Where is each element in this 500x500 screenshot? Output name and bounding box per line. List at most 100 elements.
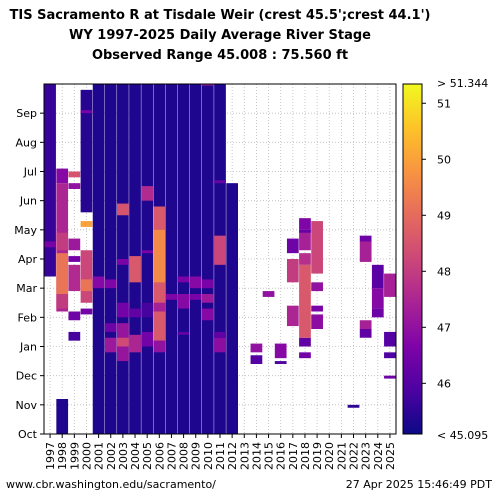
- x-tick-label-2003: 2003: [117, 442, 130, 470]
- heatmap-cell-2003-30: [117, 302, 129, 318]
- heatmap-cell-2016-69: [274, 343, 287, 359]
- heatmap-cell-2000-16: [80, 250, 93, 303]
- heatmap-cell-1999-12: [68, 238, 81, 251]
- x-tick-label-2008: 2008: [178, 442, 191, 470]
- heatmap-cell-2010-58: [201, 294, 214, 303]
- heatmap-cell-1999-10: [68, 264, 81, 292]
- heatmap-cell-2003-31: [117, 259, 129, 265]
- colorbar-min-label: < 45.095: [437, 429, 488, 442]
- colorbar-gradient: [403, 84, 422, 434]
- x-tick-label-2012: 2012: [226, 442, 239, 470]
- x-tick-label-1999: 1999: [68, 442, 81, 470]
- heatmap-cell-2009-54: [189, 294, 202, 300]
- colorbar-tick-label-46: 46: [437, 377, 451, 390]
- y-tick-label-sep: Sep: [16, 107, 37, 120]
- x-tick-label-2016: 2016: [275, 442, 288, 470]
- heatmap-cell-2010-59: [201, 279, 214, 289]
- heatmap-cell-1997-0: [44, 84, 56, 277]
- y-tick-label-aug: Aug: [16, 136, 37, 149]
- heatmap-cell-2008-50: [177, 331, 190, 335]
- y-tick-label-jul: Jul: [23, 166, 37, 179]
- heatmap-cell-2006-45: [153, 229, 166, 283]
- heatmap-cell-2002-26: [104, 279, 117, 289]
- x-tick-label-2015: 2015: [263, 442, 276, 470]
- generated-timestamp: 27 Apr 2025 15:46:49 PDT: [345, 478, 492, 491]
- x-tick-label-2025: 2025: [384, 442, 397, 470]
- colorbar-frame: [402, 83, 423, 435]
- heatmap-cell-2018-78: [299, 253, 311, 265]
- y-tick-label-jan: Jan: [19, 341, 37, 354]
- heatmap-cell-2000-19: [80, 89, 93, 213]
- heatmap-cell-2018-75: [299, 352, 311, 359]
- x-tick-label-2018: 2018: [299, 442, 312, 470]
- heatmap-cell-2005-39: [141, 302, 154, 318]
- heatmap-cell-2025-95: [384, 352, 396, 359]
- heatmap-cell-1998-5: [56, 294, 69, 309]
- heatmap-cell-2019-83: [311, 305, 323, 312]
- x-tick-label-2023: 2023: [360, 442, 373, 470]
- heatmap-cell-2014-68: [250, 343, 263, 353]
- heatmap-cell-2006-46: [153, 302, 166, 312]
- heatmap-cell-2008-51: [177, 294, 190, 309]
- heatmap-cell-2025-96: [384, 331, 396, 347]
- x-tick-label-2019: 2019: [311, 442, 324, 470]
- heatmap-cell-2018-80: [299, 218, 311, 230]
- heatmap-cell-2005-41: [141, 186, 154, 201]
- colorbar-tick-label-47: 47: [437, 321, 451, 334]
- heatmap-cell-2006-43: [153, 340, 166, 353]
- source-url[interactable]: www.cbr.washington.edu/sacramento/: [6, 478, 216, 491]
- colorbar-max-label: > 51.344: [437, 77, 488, 90]
- heatmap-cell-2000-20: [80, 110, 93, 114]
- chart-title-line-2: WY 1997-2025 Daily Average River Stage: [69, 28, 371, 43]
- x-tick-label-2017: 2017: [287, 442, 300, 470]
- x-tick-label-2002: 2002: [105, 442, 118, 470]
- heatmap-cell-1998-7: [56, 168, 69, 184]
- heatmap-cell-2018-76: [299, 337, 311, 347]
- heatmap-cell-2009-55: [189, 276, 202, 289]
- heatmap-cell-2004-36: [129, 256, 141, 283]
- heatmap-cell-2019-82: [311, 314, 323, 329]
- heatmap-cell-2017-74: [286, 238, 299, 254]
- heatmap-cell-1999-8: [68, 331, 81, 341]
- x-tick-label-2009: 2009: [190, 442, 203, 470]
- heatmap-cells: [44, 84, 396, 434]
- heatmap-cell-2002-24: [104, 337, 117, 353]
- chart-title-line-3: Observed Range 45.008 : 75.560 ft: [91, 48, 349, 63]
- heatmap-cell-2011-64: [214, 235, 226, 265]
- heatmap-cell-2025-97: [384, 273, 396, 297]
- heatmap-cell-2002-25: [104, 323, 117, 332]
- heatmap-cell-2024-91: [371, 308, 384, 318]
- heatmap-cell-2011-65: [214, 180, 226, 184]
- heatmap-cell-1998-4: [56, 253, 69, 294]
- x-tick-label-2022: 2022: [348, 442, 361, 470]
- x-tick-label-2020: 2020: [323, 442, 336, 470]
- x-tick-label-2005: 2005: [141, 442, 154, 470]
- y-tick-label-oct: Oct: [18, 428, 38, 441]
- heatmap-cell-2010-56: [201, 84, 214, 434]
- y-tick-label-may: May: [14, 224, 37, 237]
- heatmap-cell-2003-32: [117, 203, 129, 216]
- heatmap-cell-2024-92: [371, 288, 384, 309]
- heatmap-cell-2003-29: [117, 337, 129, 347]
- chart-title-line-1: TIS Sacramento R at Tisdale Weir (crest …: [9, 8, 431, 23]
- heatmap-cell-1997-1: [44, 241, 56, 248]
- heatmap-cell-2007-48: [165, 294, 178, 300]
- colorbar-tick-label-49: 49: [437, 209, 451, 222]
- heatmap-cell-2007-47: [165, 84, 178, 434]
- heatmap-cell-1998-2: [56, 399, 69, 434]
- heatmap-cell-2000-15: [80, 308, 93, 315]
- heatmap-cell-2004-34: [129, 334, 141, 353]
- y-tick-label-apr: Apr: [18, 253, 38, 266]
- heatmap-cell-2011-63: [214, 331, 226, 338]
- heatmap-cell-2005-38: [141, 331, 154, 347]
- heatmap-cell-2010-60: [201, 84, 214, 86]
- x-tick-label-2024: 2024: [372, 442, 385, 470]
- heatmap-cell-2019-84: [311, 282, 323, 292]
- heatmap-cell-1999-14: [68, 171, 81, 178]
- x-tick-label-2001: 2001: [93, 442, 106, 470]
- heatmap-cell-1999-9: [68, 311, 81, 321]
- heatmap-cell-1999-11: [68, 256, 81, 262]
- x-tick-label-2007: 2007: [165, 442, 178, 470]
- heatmap-cell-2025-94: [384, 375, 396, 379]
